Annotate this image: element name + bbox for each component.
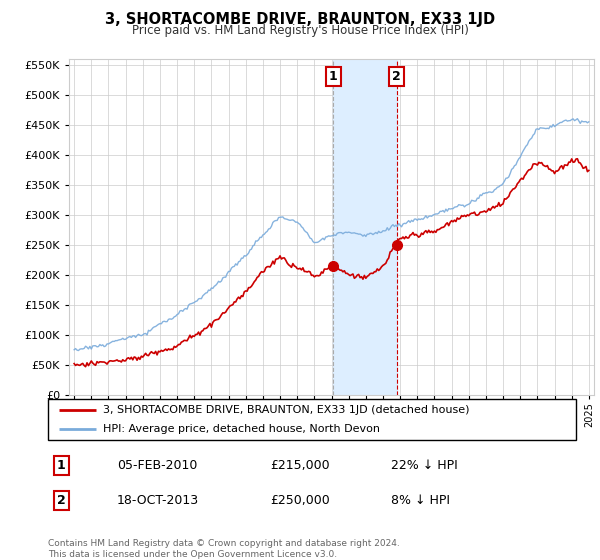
Text: 3, SHORTACOMBE DRIVE, BRAUNTON, EX33 1JD (detached house): 3, SHORTACOMBE DRIVE, BRAUNTON, EX33 1JD… — [103, 405, 470, 415]
Text: 18-OCT-2013: 18-OCT-2013 — [116, 494, 199, 507]
Text: 2: 2 — [57, 494, 65, 507]
Text: 8% ↓ HPI: 8% ↓ HPI — [391, 494, 450, 507]
Text: Contains HM Land Registry data © Crown copyright and database right 2024.
This d: Contains HM Land Registry data © Crown c… — [48, 539, 400, 559]
Text: 2: 2 — [392, 71, 401, 83]
FancyBboxPatch shape — [48, 399, 576, 440]
Text: 1: 1 — [329, 71, 337, 83]
Text: 22% ↓ HPI: 22% ↓ HPI — [391, 459, 458, 472]
Text: HPI: Average price, detached house, North Devon: HPI: Average price, detached house, Nort… — [103, 424, 380, 433]
Text: 3, SHORTACOMBE DRIVE, BRAUNTON, EX33 1JD: 3, SHORTACOMBE DRIVE, BRAUNTON, EX33 1JD — [105, 12, 495, 27]
Bar — [333, 59, 397, 395]
Text: £215,000: £215,000 — [270, 459, 329, 472]
Text: 05-FEB-2010: 05-FEB-2010 — [116, 459, 197, 472]
Text: 1: 1 — [57, 459, 65, 472]
Text: £250,000: £250,000 — [270, 494, 329, 507]
Text: Price paid vs. HM Land Registry's House Price Index (HPI): Price paid vs. HM Land Registry's House … — [131, 24, 469, 36]
